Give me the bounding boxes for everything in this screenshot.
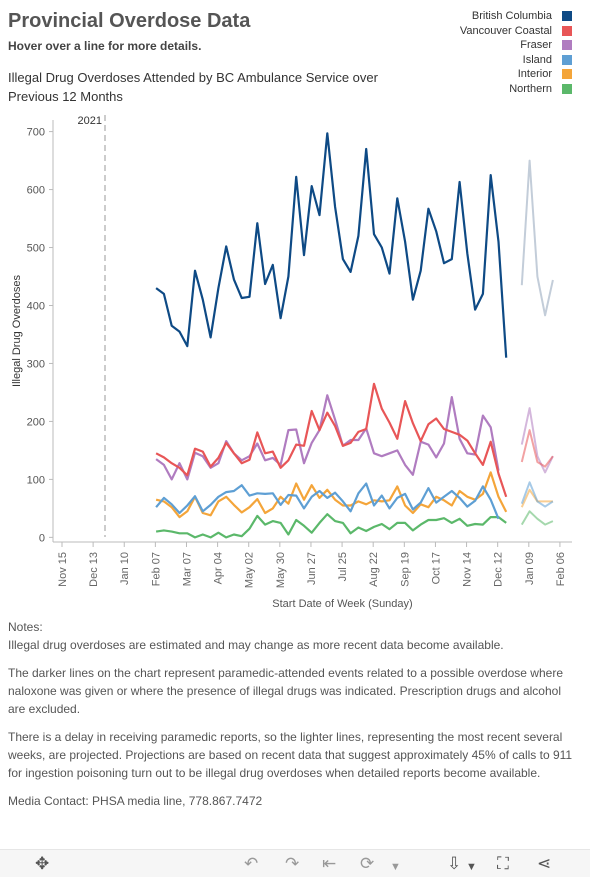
projected-line-vancouver-coastal[interactable] bbox=[520, 429, 554, 468]
notes-heading: Notes: bbox=[8, 620, 43, 634]
y-tick-label: 0 bbox=[39, 532, 45, 544]
y-axis-label: Illegal Drug Overdoses bbox=[11, 275, 23, 387]
notes-paragraph: Illegal drug overdoses are estimated and… bbox=[8, 638, 504, 652]
fullscreen-icon[interactable]: ⛶ bbox=[497, 854, 509, 873]
projected-line-northern[interactable] bbox=[520, 510, 554, 526]
y-tick-label: 500 bbox=[27, 243, 45, 255]
legend-label: Island bbox=[522, 53, 552, 66]
x-tick-label: Dec 13 bbox=[88, 552, 100, 587]
legend-swatch bbox=[562, 40, 572, 51]
legend-swatch bbox=[562, 11, 572, 22]
chart-title: Illegal Drug Overdoses Attended by BC Am… bbox=[8, 70, 378, 104]
x-tick-label: Jun 27 bbox=[306, 552, 318, 585]
notes-paragraph: There is a delay in receiving paramedic … bbox=[8, 730, 573, 780]
legend-swatch bbox=[562, 54, 572, 65]
x-tick-label: Jan 10 bbox=[119, 552, 131, 585]
series-line-fraser[interactable] bbox=[155, 394, 500, 481]
chevron-down-icon[interactable]: ▼ bbox=[390, 861, 401, 873]
legend-item-vancouver-coastal[interactable]: Vancouver Coastal bbox=[460, 24, 572, 39]
projected-line-island[interactable] bbox=[520, 481, 554, 508]
y-tick-label: 600 bbox=[27, 185, 45, 197]
legend-swatch bbox=[562, 83, 572, 94]
share-icon[interactable]: ⋖ bbox=[537, 854, 552, 873]
legend-item-interior[interactable]: Interior bbox=[460, 67, 572, 82]
x-tick-label: Mar 07 bbox=[181, 552, 193, 586]
notes-paragraph: The darker lines on the chart represent … bbox=[8, 666, 563, 716]
toolbar: ✥ ↶ ↷ ⇤ ⟳ ▼ ⇩ ▼ ⛶ ⋖ bbox=[0, 849, 590, 877]
x-tick-label: Sep 19 bbox=[399, 552, 411, 587]
line-chart: 0 100 200 300 400 500 600 700 Illegal Drug Overd… bbox=[11, 115, 572, 610]
legend-label: Northern bbox=[509, 82, 552, 95]
undo-icon[interactable]: ↶ bbox=[244, 854, 259, 873]
refresh-icon[interactable]: ⟳ bbox=[360, 854, 375, 873]
projected-line-british-columbia[interactable] bbox=[520, 159, 554, 317]
legend-swatch bbox=[562, 25, 572, 36]
x-tick-label: Nov 15 bbox=[57, 552, 69, 587]
y-tick-label: 400 bbox=[27, 300, 45, 312]
legend-item-fraser[interactable]: Fraser bbox=[460, 38, 572, 53]
y-tick-label: 100 bbox=[27, 474, 45, 486]
projected-line-fraser[interactable] bbox=[520, 407, 554, 474]
legend-label: British Columbia bbox=[471, 10, 552, 23]
legend-item-island[interactable]: Island bbox=[460, 53, 572, 68]
x-tick-label: Jul 25 bbox=[337, 552, 349, 581]
x-tick-label: Nov 14 bbox=[462, 552, 474, 587]
legend: British Columbia Vancouver Coastal Frase… bbox=[460, 9, 572, 96]
x-tick-label: Apr 04 bbox=[213, 552, 225, 584]
x-axis-label: Start Date of Week (Sunday) bbox=[272, 598, 412, 610]
y-tick-label: 700 bbox=[27, 127, 45, 139]
notes-section: Notes: Illegal drug overdoses are estima… bbox=[8, 618, 578, 820]
revert-icon[interactable]: ⇤ bbox=[322, 854, 337, 873]
x-tick-label: Feb 06 bbox=[555, 552, 567, 586]
download-icon[interactable]: ⇩ bbox=[447, 854, 462, 873]
redo-icon[interactable]: ↷ bbox=[285, 854, 300, 873]
x-tick-label: Oct 17 bbox=[430, 552, 442, 584]
page-title: Provincial Overdose Data bbox=[8, 10, 251, 32]
x-tick-label: May 02 bbox=[244, 552, 256, 588]
series-line-vancouver-coastal[interactable] bbox=[155, 382, 508, 498]
x-tick-label: May 30 bbox=[275, 552, 287, 588]
legend-item-northern[interactable]: Northern bbox=[460, 82, 572, 97]
x-tick-label: Feb 07 bbox=[150, 552, 162, 586]
move-arrows-icon[interactable]: ✥ bbox=[35, 854, 50, 873]
series-line-island[interactable] bbox=[155, 482, 500, 520]
legend-swatch bbox=[562, 69, 572, 80]
legend-label: Fraser bbox=[520, 39, 552, 52]
y-tick-label: 200 bbox=[27, 416, 45, 428]
series-line-northern[interactable] bbox=[155, 513, 507, 539]
legend-label: Vancouver Coastal bbox=[459, 24, 552, 37]
media-contact: Media Contact: PHSA media line, 778.867.… bbox=[8, 794, 263, 808]
legend-label: Interior bbox=[517, 68, 552, 81]
page-subtitle: Hover over a line for more details. bbox=[8, 39, 202, 53]
legend-item-british-columbia[interactable]: British Columbia bbox=[460, 9, 572, 24]
series-line-british-columbia[interactable] bbox=[155, 132, 508, 358]
year-reference-label: 2021 bbox=[78, 115, 102, 127]
x-tick-label: Dec 12 bbox=[493, 552, 505, 587]
x-tick-label: Jan 09 bbox=[524, 552, 536, 585]
y-tick-label: 300 bbox=[27, 358, 45, 370]
x-tick-label: Aug 22 bbox=[368, 552, 380, 587]
chevron-down-icon[interactable]: ▼ bbox=[466, 861, 477, 873]
